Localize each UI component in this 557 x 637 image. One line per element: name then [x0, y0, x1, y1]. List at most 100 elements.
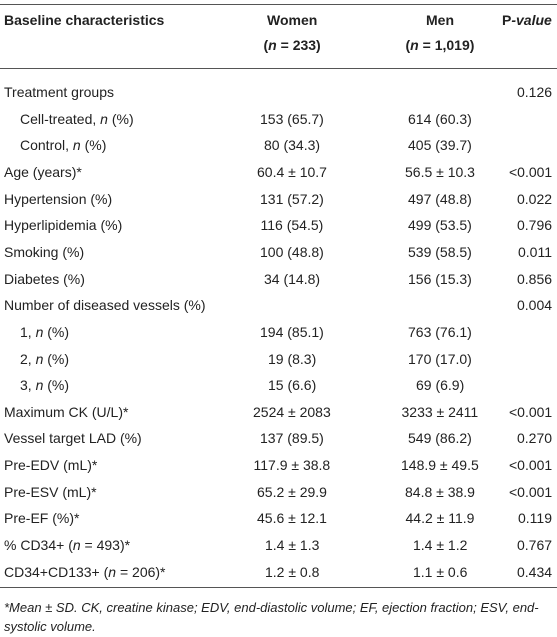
cell-value: 137 (89.5) [260, 430, 324, 447]
cell-value: <0.001 [509, 483, 553, 500]
footnote: *Mean ± SD. CK, creatine kinase; EDV, en… [4, 600, 539, 634]
cell-value: 100 (48.8) [260, 243, 324, 260]
cell-value: 148.9 ± 49.5 [401, 457, 479, 474]
column-title: Baseline characteristics [4, 12, 165, 28]
column-subtitle: (n = 233) [264, 36, 321, 54]
cell-value: <0.001 [509, 163, 553, 180]
cell-value: 3233 ± 2411 [401, 403, 479, 420]
column-subtitle: (n = 1,019) [406, 36, 475, 54]
cell-value: 45.6 ± 12.1 [257, 510, 327, 527]
row-label: Pre-EDV (mL)* [4, 457, 98, 474]
cell-value: 0.796 [517, 217, 553, 234]
cell-value: <0.001 [509, 403, 553, 420]
column-subtitle-part: n [268, 37, 277, 53]
cell-value: <0.001 [509, 457, 553, 474]
column-title-part: -value [511, 12, 552, 28]
row-label-part: (%) [43, 323, 70, 340]
cell-value: 1.4 ± 1.3 [265, 537, 320, 554]
row-label: Pre-EF (%)* [4, 510, 80, 527]
cell-value: 614 (60.3) [408, 110, 472, 127]
column-subtitle-part: ( [263, 37, 269, 53]
cell-value: 499 (53.5) [408, 217, 472, 234]
cell-value: 0.856 [517, 270, 553, 287]
cell-value: 131 (57.2) [260, 190, 324, 207]
column-subtitle-part: n [410, 37, 419, 53]
cell-value: 0.004 [517, 297, 553, 314]
cell-value: 2524 ± 2083 [253, 403, 331, 420]
row-label-part: (%) [80, 137, 107, 154]
column-title: Men [426, 12, 454, 28]
row-label-part: (%) [43, 377, 70, 394]
row-label-part: CD34+CD133+ ( [4, 563, 109, 580]
cell-value: 1.4 ± 1.2 [413, 537, 468, 554]
row-label: Pre-ESV (mL)* [4, 483, 97, 500]
row-label: 3, n (%) [20, 376, 69, 394]
cell-value: 0.126 [517, 84, 553, 100]
column-title: P-value [502, 11, 552, 29]
row-label-part: Control, [20, 137, 73, 154]
cell-value: 156 (15.3) [408, 270, 472, 287]
row-label: Cell-treated, n (%) [20, 110, 134, 128]
row-label-part: n [35, 323, 44, 340]
cell-value: 34 (14.8) [264, 270, 321, 287]
cell-value: 405 (39.7) [408, 137, 472, 154]
cell-value: 117.9 ± 38.8 [253, 457, 331, 474]
column-title: Women [267, 12, 318, 28]
row-label-part: 3, [20, 377, 36, 394]
column-subtitle-part: ( [405, 37, 411, 53]
row-label-part: n [100, 110, 108, 127]
row-label: 1, n (%) [20, 323, 69, 341]
row-label-part: = 493)* [80, 537, 131, 554]
row-label: Diabetes (%) [4, 270, 85, 287]
row-label-part: n [72, 537, 81, 554]
cell-value: 549 (86.2) [408, 430, 472, 447]
cell-value: 0.011 [518, 243, 552, 260]
row-label-part: % CD34+ ( [4, 537, 73, 554]
row-label: Vessel target LAD (%) [4, 430, 142, 447]
cell-value: 0.119 [518, 510, 552, 527]
cell-value: 194 (85.1) [260, 323, 324, 340]
cell-value: 65.2 ± 29.9 [257, 483, 327, 500]
row-label-part: n [35, 350, 44, 367]
bottom-rule [0, 587, 557, 588]
cell-value: 80 (34.3) [264, 137, 321, 154]
cell-value: 69 (6.9) [416, 377, 465, 394]
row-label: Control, n (%) [20, 136, 106, 154]
cell-value: 0.270 [517, 430, 553, 447]
column-title-part: P [502, 12, 512, 28]
cell-value: 15 (6.6) [268, 377, 317, 394]
row-label-part: n [72, 137, 81, 154]
row-label-part: n [35, 377, 44, 394]
row-label-part: Cell-treated, [20, 110, 101, 127]
cell-value: 1.2 ± 0.8 [265, 563, 320, 580]
cell-value: 763 (76.1) [408, 323, 472, 340]
row-label: Treatment groups [4, 84, 114, 100]
cell-value: 539 (58.5) [408, 243, 472, 260]
row-label: Number of diseased vessels (%) [4, 297, 206, 314]
row-label: % CD34+ (n = 493)* [4, 536, 130, 554]
cell-value: 0.434 [517, 563, 553, 580]
cell-value: 56.5 ± 10.3 [405, 163, 475, 180]
top-rule [0, 4, 557, 5]
column-subtitle-part: = 1,019) [418, 37, 475, 53]
row-label: Maximum CK (U/L)* [4, 403, 129, 420]
cell-value: 116 (54.5) [260, 217, 324, 234]
cell-value: 0.022 [517, 190, 553, 207]
row-label-part: 1, [20, 323, 36, 340]
row-label: Hyperlipidemia (%) [4, 217, 123, 234]
row-label: Hypertension (%) [4, 190, 113, 207]
cell-value: 84.8 ± 38.9 [405, 483, 475, 500]
cell-value: 0.767 [517, 537, 553, 554]
cell-value: 497 (48.8) [408, 190, 472, 207]
row-label-part: n [108, 563, 117, 580]
cell-value: 1.1 ± 0.6 [413, 563, 468, 580]
cell-value: 153 (65.7) [260, 110, 324, 127]
cell-value: 60.4 ± 10.7 [257, 163, 327, 180]
row-label: Age (years)* [4, 163, 82, 180]
row-label-part: (%) [43, 350, 70, 367]
row-label-part: 2, [20, 350, 36, 367]
row-label-part: = 206)* [116, 563, 166, 580]
header-rule [0, 68, 557, 69]
row-label-part: (%) [107, 110, 134, 127]
